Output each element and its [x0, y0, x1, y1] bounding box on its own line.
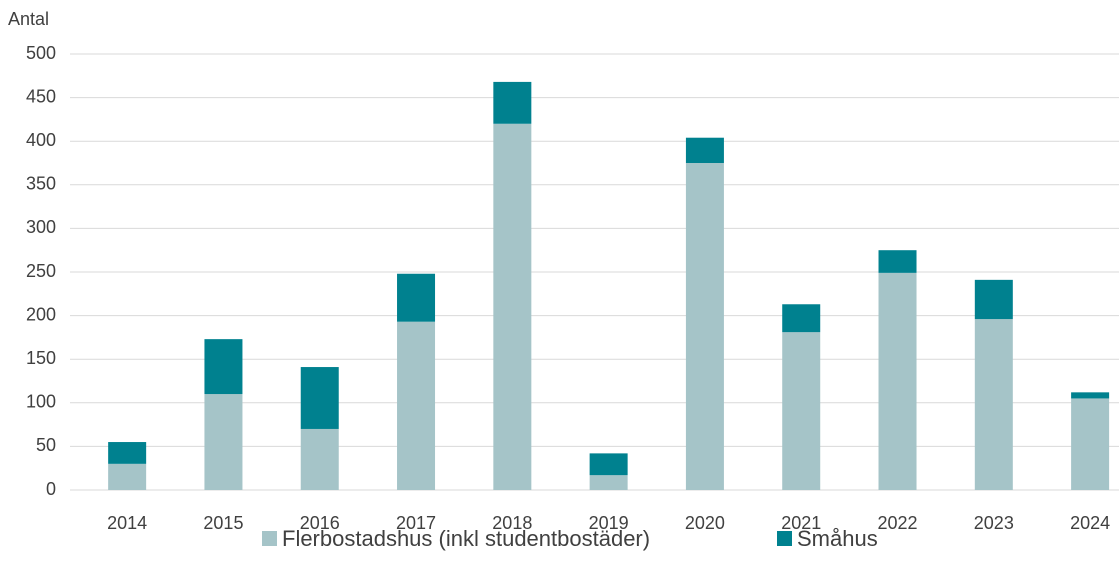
- bar-segment: [878, 272, 917, 490]
- y-tick-label: 0: [46, 479, 56, 499]
- y-tick-label: 50: [36, 435, 56, 455]
- legend-label: Flerbostadshus (inkl studentbostäder): [282, 526, 650, 551]
- bar-segment: [589, 475, 628, 490]
- x-tick-label: 2018: [492, 513, 532, 533]
- bar-segment: [108, 442, 147, 464]
- bar-segment: [782, 332, 821, 490]
- y-tick-label: 500: [26, 43, 56, 63]
- bar-segment: [1071, 392, 1110, 399]
- y-axis-label: Antal: [8, 9, 49, 29]
- x-tick-label: 2023: [974, 513, 1014, 533]
- legend-swatch: [777, 531, 792, 546]
- y-tick-label: 200: [26, 304, 56, 324]
- bar-segment: [685, 163, 724, 490]
- x-tick-label: 2015: [203, 513, 243, 533]
- bar-segment: [493, 81, 532, 124]
- bar-segment: [974, 319, 1013, 490]
- y-tick-label: 350: [26, 174, 56, 194]
- bar-segment: [204, 394, 243, 490]
- bar-segment: [974, 279, 1013, 320]
- bar-segment: [300, 367, 339, 429]
- y-tick-label: 300: [26, 217, 56, 237]
- y-tick-label: 450: [26, 86, 56, 106]
- y-tick-label: 150: [26, 348, 56, 368]
- bar-segment: [397, 273, 436, 322]
- bar-segment: [397, 321, 436, 490]
- bar-segment: [300, 428, 339, 490]
- x-tick-label: 2024: [1070, 513, 1110, 533]
- x-tick-label: 2017: [396, 513, 436, 533]
- x-tick-label: 2022: [877, 513, 917, 533]
- x-tick-label: 2021: [781, 513, 821, 533]
- bar-segment: [782, 304, 821, 333]
- bar-segment: [204, 339, 243, 395]
- legend-swatch: [262, 531, 277, 546]
- x-tick-label: 2014: [107, 513, 147, 533]
- x-tick-label: 2020: [685, 513, 725, 533]
- bar-segment: [589, 453, 628, 476]
- bar-segment: [108, 463, 147, 490]
- y-tick-label: 100: [26, 392, 56, 412]
- bar-segment: [1071, 398, 1110, 490]
- x-tick-label: 2019: [589, 513, 629, 533]
- x-tick-label: 2016: [300, 513, 340, 533]
- legend-label: Småhus: [797, 526, 878, 551]
- bar-segment: [685, 137, 724, 163]
- y-tick-label: 400: [26, 130, 56, 150]
- y-tick-label: 250: [26, 261, 56, 281]
- bar-segment: [878, 250, 917, 273]
- bar-segment: [493, 123, 532, 490]
